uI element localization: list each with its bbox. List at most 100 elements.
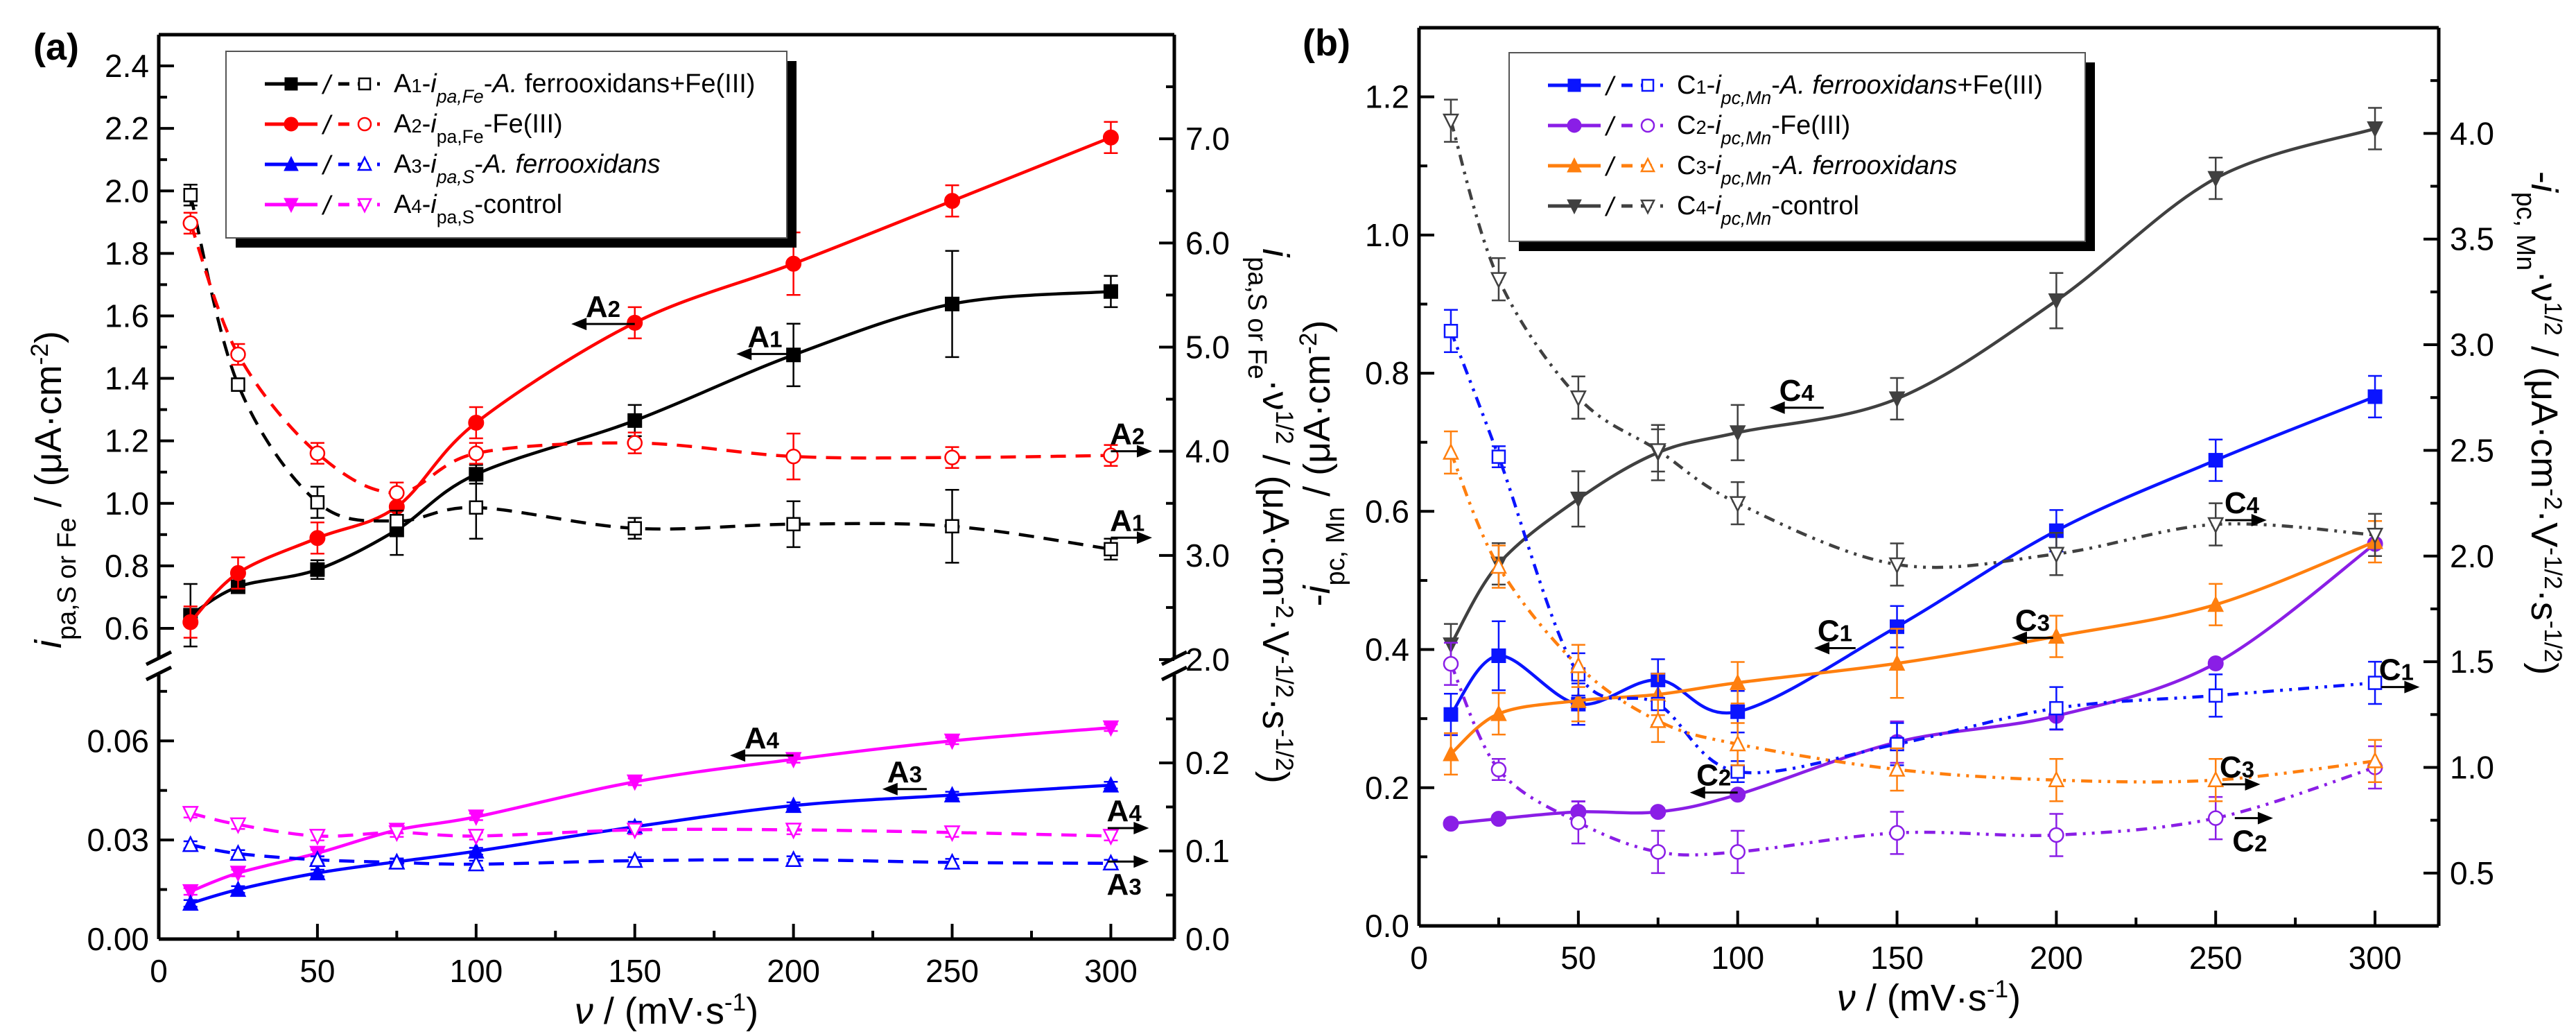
legend-entry: / C3-ipc,Mn-A. ferrooxidans	[1548, 151, 1957, 189]
label-segment: -	[1296, 594, 1338, 606]
series-line	[190, 811, 1111, 838]
label-segment: 1	[1696, 76, 1706, 98]
label-segment: ·s	[2523, 590, 2565, 621]
circle-marker	[785, 448, 801, 465]
triangle-up-marker	[388, 852, 406, 870]
y_right-tick-label: 0.0	[1185, 921, 1230, 957]
arrow-head	[730, 749, 746, 762]
triangle-down-marker	[284, 198, 299, 214]
x-tick-label: 50	[1560, 940, 1596, 976]
plot-frame	[1417, 26, 2441, 928]
triangle-up-marker	[467, 854, 485, 872]
label-segment: 2	[411, 115, 421, 137]
circle-marker	[1490, 811, 1507, 827]
y-left-axis-label: -ipc, Mn / (μA·cm-2)	[1295, 320, 1351, 607]
annotation-arrow: C2	[1689, 759, 1738, 799]
circle-marker	[389, 485, 405, 501]
legend-entry: / A1-ipa,Fe-A. ferrooxidans+Fe(III)	[265, 69, 755, 107]
y_right-tick-label: 2.5	[2450, 432, 2494, 468]
series-6	[1442, 430, 2384, 802]
label-segment: ·ν	[1255, 379, 1296, 411]
label-segment: -1/2	[1271, 729, 1298, 771]
circle-marker	[785, 255, 802, 272]
circle-marker	[1102, 129, 1119, 146]
annotation-index: 1	[769, 326, 782, 352]
square-marker	[2208, 688, 2223, 703]
square-marker	[1641, 78, 1655, 92]
y_left-tick-label: 0.8	[1365, 355, 1409, 391]
annotation-letter: A	[747, 320, 769, 354]
label-segment: 4	[411, 196, 421, 217]
annotation-label: C1	[1818, 614, 1852, 648]
triangle-down-marker	[182, 806, 199, 823]
y_left-tick-label: 2.2	[105, 110, 149, 146]
annotation-letter: A	[1110, 504, 1132, 538]
circle-marker	[1650, 844, 1666, 860]
arrow-head	[1136, 445, 1152, 458]
panel-label: (a)	[33, 26, 79, 68]
label-segment: A	[394, 69, 412, 98]
triangle-up-marker	[2207, 770, 2225, 788]
x-tick-label: 50	[299, 953, 335, 989]
annotation-arrow: A1	[736, 320, 794, 361]
y_right-tick-label: 3.0	[1185, 538, 1230, 574]
circle-marker	[284, 117, 299, 132]
annotation-label: A2	[1110, 418, 1145, 452]
annotation-label: A1	[1110, 504, 1145, 538]
arrow-head	[1133, 821, 1149, 834]
legend-separator: /	[321, 111, 333, 140]
circle-marker	[309, 445, 326, 461]
triangle-up-marker	[1729, 673, 1746, 690]
y_left-tick-label: 0.2	[1365, 770, 1409, 806]
annotation-index: 1	[2401, 660, 2414, 685]
label-segment: -	[422, 110, 431, 139]
annotation-label: C3	[2220, 750, 2254, 784]
y_left-tick-label: 0.0	[1365, 908, 1409, 944]
square-marker	[1730, 764, 1745, 779]
label-segment: -	[474, 150, 483, 179]
x-tick-label: 100	[449, 953, 503, 989]
triangle-down-marker	[229, 866, 247, 882]
triangle-down-marker	[785, 823, 802, 840]
label-segment: -Fe(III)	[484, 110, 563, 139]
square-marker	[1491, 449, 1506, 464]
x-tick-label: 250	[2189, 940, 2243, 976]
square-marker	[284, 77, 298, 91]
arrow-head	[736, 347, 752, 361]
triangle-up-marker	[943, 786, 961, 802]
annotation-arrow: A1	[1110, 504, 1152, 544]
y_left-tick-label: 0.00	[87, 921, 149, 957]
label-segment: 1/2	[1271, 411, 1298, 445]
label-segment: -2	[1271, 597, 1298, 619]
triangle-up-marker	[2207, 595, 2225, 612]
square-marker	[627, 413, 643, 428]
annotation-index: 1	[1132, 510, 1145, 535]
annotation-letter: C	[1818, 614, 1840, 648]
annotation-letter: A	[887, 755, 910, 789]
label-segment: ·V	[1255, 619, 1296, 656]
circle-marker	[1730, 844, 1746, 860]
annotation-index: 2	[1132, 424, 1145, 449]
triangle-up-marker	[182, 894, 199, 911]
annotation-index: 2	[608, 296, 620, 322]
label-segment: -	[2523, 171, 2565, 184]
triangle-down-marker	[356, 198, 373, 214]
triangle-up-marker	[785, 796, 802, 814]
label-segment: 2	[1696, 117, 1706, 138]
annotation-label: A3	[1107, 868, 1142, 902]
label-segment: 3	[1696, 157, 1706, 178]
annotation-arrow: C3	[2220, 750, 2261, 791]
legend-label: A1-ipa,Fe-A. ferrooxidans+Fe(III)	[394, 69, 755, 107]
annotation-index: 3	[910, 762, 922, 787]
annotation-index: 2	[2254, 831, 2267, 857]
arrow-head	[2404, 680, 2420, 694]
legend-entry: / A4-ipa,S-control	[265, 190, 562, 227]
label-segment: C	[1677, 191, 1696, 221]
triangle-up-marker	[229, 880, 247, 897]
series-2	[1443, 520, 2383, 776]
legend-label: C1-ipc,Mn-A. ferrooxidans+Fe(III)	[1677, 71, 2043, 108]
arrow-head	[1136, 531, 1152, 544]
circle-marker	[944, 449, 960, 465]
label-segment: -control	[474, 190, 562, 219]
label-segment: 1	[411, 75, 421, 96]
